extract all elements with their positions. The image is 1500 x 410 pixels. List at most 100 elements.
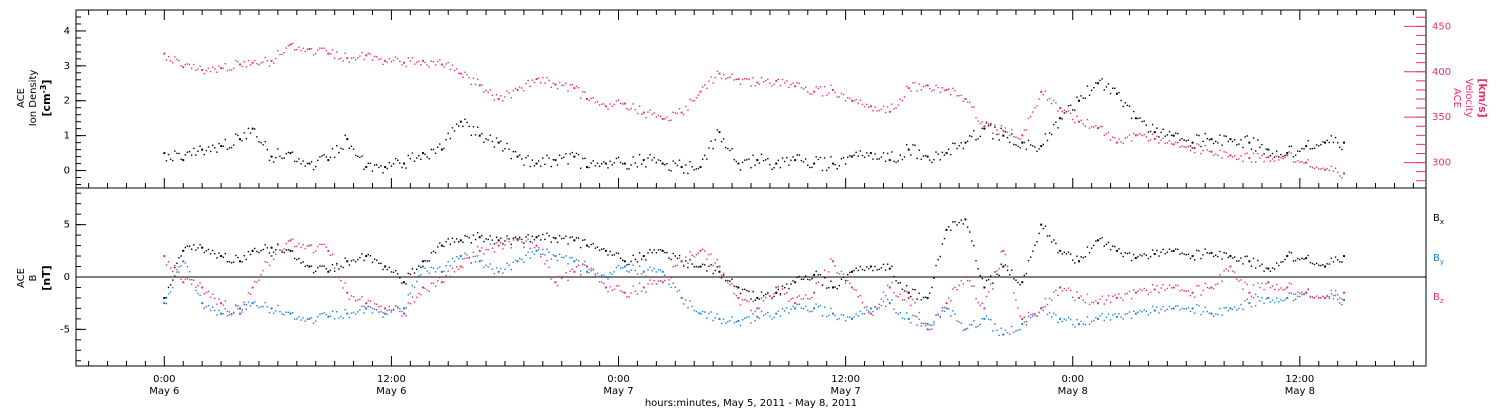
velocity-sample bbox=[361, 51, 363, 54]
ion-density-sample bbox=[952, 142, 954, 144]
velocity-sample bbox=[193, 63, 195, 66]
velocity-sample bbox=[544, 82, 546, 84]
ion-density-sample bbox=[312, 168, 315, 171]
bz-sample bbox=[1084, 301, 1087, 304]
bz-sample bbox=[260, 274, 262, 276]
bz-sample bbox=[300, 246, 302, 249]
ion-density-sample bbox=[1133, 110, 1135, 113]
ion-density-sample bbox=[195, 154, 197, 156]
velocity-sample bbox=[277, 50, 279, 52]
velocity-sample bbox=[296, 48, 298, 51]
bz-sample bbox=[235, 305, 237, 307]
velocity-sample bbox=[1017, 137, 1019, 139]
bz-sample bbox=[918, 311, 920, 314]
by-sample bbox=[1069, 318, 1072, 321]
b-field-unit: [nT] bbox=[40, 265, 53, 290]
by-sample bbox=[1278, 301, 1280, 303]
ion-density-sample bbox=[1072, 109, 1074, 111]
ion-density-point bbox=[270, 155, 273, 158]
velocity-sample bbox=[378, 58, 380, 61]
bx-point bbox=[1191, 255, 1194, 258]
bz-sample bbox=[495, 242, 498, 244]
bx-sample bbox=[1109, 248, 1112, 251]
velocity-sample bbox=[971, 106, 973, 108]
ion-density-sample bbox=[1328, 141, 1330, 144]
bx-sample bbox=[1246, 255, 1248, 257]
velocity-point bbox=[699, 90, 702, 93]
bz-sample bbox=[556, 284, 559, 287]
bx-sample bbox=[369, 255, 372, 257]
velocity-sample bbox=[975, 116, 977, 119]
by-sample bbox=[636, 273, 639, 275]
velocity-sample bbox=[1103, 134, 1105, 136]
velocity-sample bbox=[638, 105, 641, 107]
bx-sample bbox=[552, 236, 555, 239]
bx-sample bbox=[617, 252, 620, 255]
bz-sample bbox=[1278, 289, 1280, 291]
by-sample bbox=[1204, 306, 1206, 308]
bx-sample bbox=[1166, 251, 1169, 253]
velocity-point bbox=[604, 105, 607, 108]
bx-sample bbox=[1036, 241, 1038, 243]
velocity-point bbox=[623, 102, 626, 105]
velocity-sample bbox=[931, 90, 933, 92]
bz-sample bbox=[609, 285, 611, 288]
ion-density-sample bbox=[178, 152, 180, 155]
ion-density-sample bbox=[1336, 142, 1339, 144]
bz-sample bbox=[506, 237, 508, 240]
bx-sample bbox=[905, 284, 908, 287]
by-sample bbox=[533, 253, 536, 255]
velocity-sample bbox=[268, 65, 271, 67]
by-sample bbox=[1265, 298, 1267, 300]
by-sample bbox=[1141, 310, 1143, 313]
ion-density-sample bbox=[1139, 117, 1141, 119]
velocity-point bbox=[327, 52, 330, 55]
by-sample bbox=[1067, 317, 1070, 319]
x-axis-label: hours:minutes, May 5, 2011 - May 8, 2011 bbox=[645, 398, 857, 409]
by-sample bbox=[451, 257, 454, 260]
ion-density-sample bbox=[996, 133, 998, 136]
bz-sample bbox=[352, 296, 355, 298]
velocity-sample bbox=[428, 66, 430, 68]
by-sample bbox=[878, 307, 880, 309]
velocity-sample bbox=[1111, 136, 1114, 138]
ion-density-sample bbox=[548, 157, 550, 159]
bz-sample bbox=[548, 266, 550, 269]
bz-point bbox=[1153, 288, 1156, 291]
ion-density-sample bbox=[1111, 87, 1114, 89]
velocity-sample bbox=[598, 104, 601, 106]
bz-sample bbox=[254, 280, 256, 283]
bx-sample bbox=[506, 235, 508, 237]
bz-sample bbox=[512, 239, 515, 241]
bz-sample bbox=[1320, 297, 1322, 299]
bx-sample bbox=[1048, 235, 1051, 237]
by-point bbox=[1059, 317, 1062, 320]
velocity-sample bbox=[481, 84, 483, 86]
ion-density-sample bbox=[291, 151, 294, 153]
bx-sample bbox=[1177, 248, 1179, 251]
velocity-sample bbox=[865, 103, 868, 106]
bx-sample bbox=[1189, 257, 1192, 260]
velocity-sample bbox=[809, 93, 811, 95]
velocity-sample bbox=[960, 94, 962, 97]
ion-density-sample bbox=[336, 145, 338, 147]
bz-sample bbox=[466, 257, 468, 259]
ion-density-sample bbox=[188, 150, 191, 153]
velocity-sample bbox=[1301, 160, 1303, 163]
velocity-point bbox=[888, 110, 891, 113]
by-sample bbox=[254, 301, 256, 303]
by-sample bbox=[706, 317, 708, 319]
velocity-sample bbox=[725, 78, 727, 80]
by-sample bbox=[1223, 307, 1225, 309]
by-sample bbox=[895, 311, 897, 314]
ion-density-sample bbox=[769, 163, 771, 166]
velocity-sample bbox=[1217, 154, 1219, 157]
bz-point bbox=[1342, 291, 1345, 294]
bz-sample bbox=[672, 266, 674, 268]
velocity-sample bbox=[468, 77, 470, 79]
bz-sample bbox=[1027, 311, 1030, 314]
ion-density-sample bbox=[891, 151, 893, 153]
velocity-sample bbox=[1278, 159, 1280, 161]
bz-sample bbox=[741, 299, 744, 301]
by-sample bbox=[508, 264, 510, 266]
